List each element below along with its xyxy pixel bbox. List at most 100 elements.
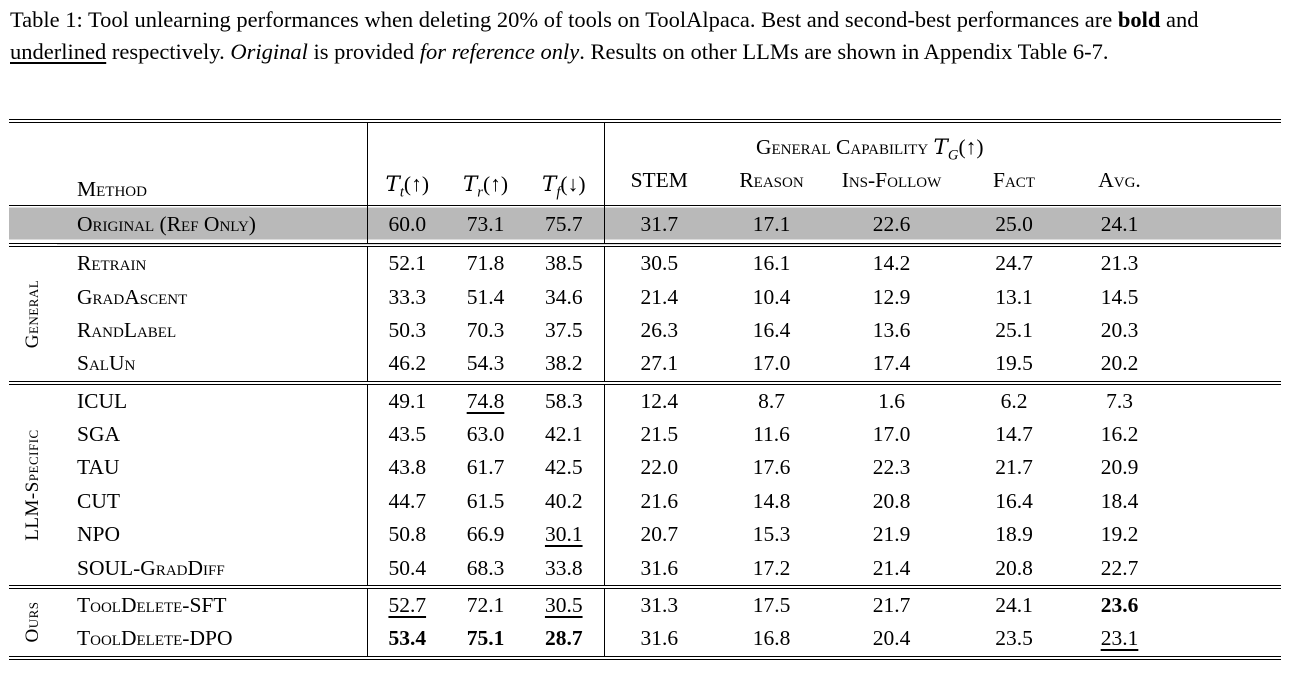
value-cell: 51.4 xyxy=(466,284,505,309)
value-cell: 46.2 xyxy=(388,351,427,376)
general-capability-label: General Capability xyxy=(755,135,934,159)
value-cell: 22.6 xyxy=(829,204,954,246)
value-cell: 26.3 xyxy=(640,317,679,342)
value-cell: 17.1 xyxy=(714,204,829,246)
value-cell: 75.1 xyxy=(466,626,505,651)
column-header-stem: STEM xyxy=(630,167,688,192)
column-header-general-capability: General Capability TG(↑) xyxy=(604,121,1281,168)
value-cell: 34.6 xyxy=(524,280,605,314)
group-spacer xyxy=(9,204,57,246)
group-column-llm-specific: LLM-Specific xyxy=(9,380,57,587)
value-cell: 22.3 xyxy=(872,455,911,480)
value-cell: 20.4 xyxy=(872,626,911,651)
value-cell: 42.1 xyxy=(524,418,605,452)
value-cell: 16.2 xyxy=(1100,422,1139,447)
method-cell: SGA xyxy=(57,418,368,452)
value-cell: 61.5 xyxy=(466,488,505,513)
value-cell: 58.3 xyxy=(524,380,605,419)
value-cell: 72.1 xyxy=(447,584,524,623)
value-cell: 1.6 xyxy=(829,380,954,419)
value-cell: 7.3 xyxy=(1074,380,1282,419)
caption-segment-normal: respectively. xyxy=(106,38,231,64)
row-retrain: General Retrain 52.1 71.8 38.5 30.5 16.1 14.2 24… xyxy=(9,243,1282,383)
caption-segment-normal: . Results on other LLMs are shown in App… xyxy=(579,38,1109,64)
value-cell: 17.4 xyxy=(872,351,911,376)
value-cell: 21.9 xyxy=(872,522,911,547)
value-cell: 33.8 xyxy=(524,551,605,587)
results-table: Method Tt(↑) Tr(↑) Tf(↓) General Capabil… xyxy=(9,119,1282,660)
caption-segment-normal: and xyxy=(1160,7,1199,32)
script-T-symbol: T xyxy=(462,172,478,198)
table-header-row-1: Method Tt(↑) Tr(↑) Tf(↓) General Capabil… xyxy=(9,121,1281,206)
value-cell: 16.1 xyxy=(714,243,829,281)
row-tooldelete-sft: Ours ToolDelete-SFT 52.7 72.1 30.5 31.3 17.5 21… xyxy=(9,584,1282,658)
value-cell: 38.5 xyxy=(524,243,605,281)
value-cell: 20.7 xyxy=(640,522,679,547)
group-label-llm-specific: LLM-Specific xyxy=(21,429,43,541)
value-cell: 63.0 xyxy=(466,422,505,447)
method-cell: ToolDelete-DPO xyxy=(57,622,368,658)
value-cell: 21.4 xyxy=(640,284,679,309)
value-cell: 13.1 xyxy=(995,284,1033,309)
column-header-t-retain: Tt(↑) xyxy=(367,121,447,205)
method-cell: Retrain xyxy=(57,243,368,281)
value-cell: 17.0 xyxy=(752,351,791,376)
method-cell: NPO xyxy=(57,518,368,552)
value-cell: 31.6 xyxy=(640,555,679,580)
value-cell: 21.5 xyxy=(640,422,679,447)
value-cell: 22.0 xyxy=(640,455,679,480)
value-cell: 43.8 xyxy=(388,455,427,480)
value-cell: 17.5 xyxy=(714,584,829,623)
method-cell: CUT xyxy=(57,484,368,519)
value-cell: 50.4 xyxy=(388,555,427,580)
value-cell: 30.5 xyxy=(604,243,714,281)
column-header-method: Method xyxy=(57,121,368,206)
metric-subscript: f xyxy=(556,184,561,201)
value-cell: 42.5 xyxy=(524,451,605,485)
value-cell: 73.1 xyxy=(447,204,524,246)
method-cell: SalUn xyxy=(57,347,368,383)
method-cell: TAU xyxy=(57,451,368,485)
value-cell: 16.4 xyxy=(752,317,791,342)
row-salun: SalUn 46.2 54.3 38.2 27.1 17.0 17.4 19.5 20.2 xyxy=(9,347,1281,383)
value-cell: 31.7 xyxy=(604,204,714,246)
value-cell: 74.8 xyxy=(447,380,524,419)
row-cut: CUT 44.7 61.5 40.2 21.6 14.8 20.8 16.4 18.4 xyxy=(9,484,1281,519)
value-cell: 60.0 xyxy=(367,204,447,246)
row-randlabel: RandLabel 50.3 70.3 37.5 26.3 16.4 13.6 25.1 20.… xyxy=(9,313,1281,348)
caption-segment-italic: for reference only xyxy=(419,38,580,64)
value-cell: 40.2 xyxy=(524,484,605,519)
value-cell: 37.5 xyxy=(524,313,605,348)
group-label-general: General xyxy=(21,279,43,349)
value-cell: 6.2 xyxy=(954,380,1074,419)
value-cell: 20.8 xyxy=(872,488,911,513)
value-cell: 11.6 xyxy=(753,422,790,447)
value-cell: 31.3 xyxy=(604,584,714,623)
paper-page: Table 1: Tool unlearning performances wh… xyxy=(0,4,1290,660)
value-cell: 61.7 xyxy=(466,455,505,480)
table-head: Method Tt(↑) Tr(↑) Tf(↓) General Capabil… xyxy=(9,121,1281,206)
value-cell: 21.7 xyxy=(829,584,954,623)
caption-segment-bold: bold xyxy=(1117,7,1161,32)
method-cell: RandLabel xyxy=(57,313,368,348)
value-cell: 24.7 xyxy=(954,243,1074,281)
group-column-header xyxy=(9,121,57,205)
value-cell: 43.5 xyxy=(388,422,427,447)
value-cell: 30.1 xyxy=(524,518,605,552)
direction-arrow-icon: (↓) xyxy=(560,172,586,197)
table-body: Original (Ref Only) 60.0 73.1 75.7 31.7 17.1 2… xyxy=(9,204,1282,658)
row-sga: SGA 43.5 63.0 42.1 21.5 11.6 17.0 14.7 16.2 xyxy=(9,418,1281,452)
value-cell: 71.8 xyxy=(447,243,524,281)
value-cell: 49.1 xyxy=(367,380,447,419)
value-cell: 17.2 xyxy=(752,555,791,580)
row-original-ref-only: Original (Ref Only) 60.0 73.1 75.7 31.7 17.1 2… xyxy=(9,204,1282,246)
caption-segment-underline: underlined xyxy=(10,38,107,64)
column-header-t-remain: Tr(↑) xyxy=(447,121,524,205)
value-cell: 20.8 xyxy=(995,555,1033,580)
row-tau: TAU 43.8 61.7 42.5 22.0 17.6 22.3 21.7 20.9 xyxy=(9,451,1281,485)
value-cell: 20.2 xyxy=(1100,351,1139,376)
metric-subscript: t xyxy=(399,184,404,201)
value-cell: 33.3 xyxy=(388,284,427,309)
column-header-t-forget: Tf(↓) xyxy=(524,121,605,206)
column-header-fact: Fact xyxy=(993,167,1035,192)
